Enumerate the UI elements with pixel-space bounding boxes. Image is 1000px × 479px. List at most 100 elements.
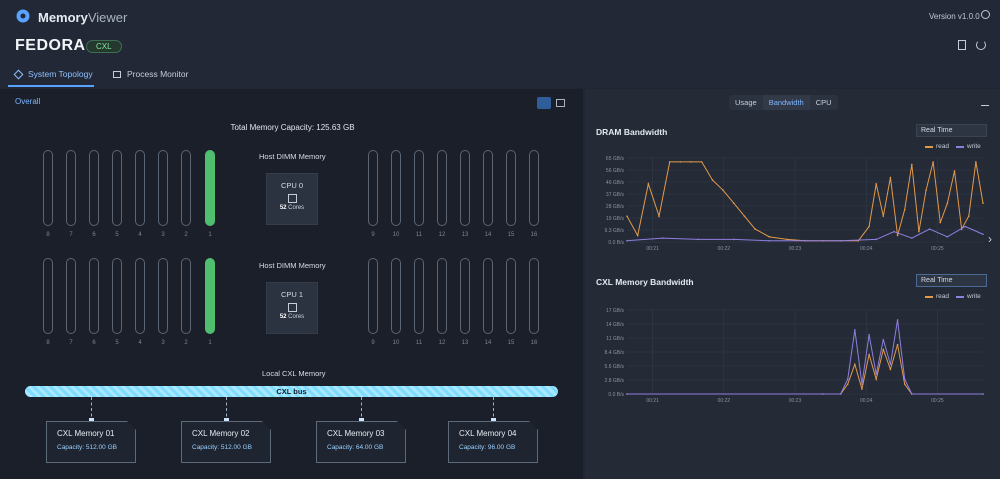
data-point-read bbox=[768, 236, 771, 238]
tab-process-monitor[interactable]: Process Monitor bbox=[113, 69, 188, 79]
cxl-time-select-value: Real Time bbox=[921, 277, 953, 284]
dimm-slot-7[interactable] bbox=[66, 258, 76, 334]
dimm-slot-11[interactable] bbox=[414, 258, 424, 334]
cxl-device-capacity: Capacity: 64.00 GB bbox=[327, 444, 384, 451]
y-tick-label: 5.6 GB/s bbox=[605, 364, 625, 370]
dimm-slot-9[interactable] bbox=[368, 258, 378, 334]
x-tick-label: 00:23 bbox=[789, 246, 802, 252]
data-point-write bbox=[882, 338, 885, 341]
refresh-icon[interactable] bbox=[976, 40, 986, 50]
cxl-device-name: CXL Memory 03 bbox=[327, 429, 385, 438]
segment-cpu[interactable]: CPU bbox=[815, 98, 832, 107]
card-corner bbox=[529, 421, 538, 430]
cxl-device-name: CXL Memory 04 bbox=[459, 429, 517, 438]
dimm-slot-12[interactable] bbox=[437, 150, 447, 226]
segment-bandwidth[interactable]: Bandwidth bbox=[762, 95, 810, 110]
host-name: FEDORA bbox=[15, 37, 86, 54]
dimm-slot-14[interactable] bbox=[483, 258, 493, 334]
document-icon[interactable] bbox=[958, 40, 966, 50]
data-point-read bbox=[854, 363, 856, 366]
dimm-slot-1[interactable] bbox=[205, 150, 215, 226]
legend-swatch-read bbox=[925, 145, 933, 148]
active-tab-indicator bbox=[8, 85, 94, 87]
download-icon[interactable] bbox=[981, 98, 989, 106]
dimm-slot-number: 10 bbox=[392, 340, 400, 346]
dimm-slot-number: 14 bbox=[484, 340, 492, 346]
dimm-slot-13[interactable] bbox=[460, 258, 470, 334]
data-point-write bbox=[733, 238, 735, 241]
table-view-icon[interactable] bbox=[556, 99, 565, 107]
dimm-slot-5[interactable] bbox=[112, 258, 122, 334]
dimm-slot-10[interactable] bbox=[391, 150, 401, 226]
data-point-write bbox=[868, 333, 870, 336]
data-point-write bbox=[946, 236, 949, 238]
dimm-slot-14[interactable] bbox=[483, 150, 493, 226]
dimm-slot-16[interactable] bbox=[529, 258, 539, 334]
cxl-chart-title: CXL Memory Bandwidth bbox=[596, 277, 694, 287]
cxl-port-dot bbox=[359, 418, 364, 423]
dimm-slot-number: 2 bbox=[184, 232, 188, 238]
dimm-slot-1[interactable] bbox=[205, 258, 215, 334]
cxl-memory-card-2[interactable]: CXL Memory 02 Capacity: 512.00 GB bbox=[181, 421, 271, 463]
data-point-write bbox=[861, 383, 863, 385]
cpu-cores-count: 52 bbox=[279, 314, 287, 320]
dimm-slot-10[interactable] bbox=[391, 258, 401, 334]
dimm-slot-5[interactable] bbox=[112, 150, 122, 226]
dimm-slot-4[interactable] bbox=[135, 258, 145, 334]
dimm-slot-13[interactable] bbox=[460, 150, 470, 226]
dimm-slot-2[interactable] bbox=[181, 150, 191, 226]
tab-system-topology[interactable]: System Topology bbox=[13, 69, 93, 79]
x-tick-label: 00:21 bbox=[646, 246, 659, 252]
data-point-read bbox=[911, 163, 913, 166]
data-point-read bbox=[982, 202, 984, 205]
dimm-slot-9[interactable] bbox=[368, 150, 378, 226]
dimm-slot-16[interactable] bbox=[529, 150, 539, 226]
overall-label: Overall bbox=[15, 97, 41, 106]
dimm-slot-11[interactable] bbox=[414, 150, 424, 226]
data-point-read bbox=[932, 161, 934, 163]
dimm-slot-8[interactable] bbox=[43, 150, 53, 226]
data-point-read bbox=[889, 176, 892, 179]
cpu-cores-count: 52 bbox=[279, 205, 287, 211]
chevron-right-icon[interactable]: › bbox=[988, 232, 992, 246]
dimm-slot-6[interactable] bbox=[89, 258, 99, 334]
x-tick-label: 00:25 bbox=[931, 246, 944, 252]
dimm-slot-15[interactable] bbox=[506, 150, 516, 226]
dimm-slot-3[interactable] bbox=[158, 258, 168, 334]
dram-time-select[interactable]: Real Time bbox=[916, 124, 987, 137]
dimm-slot-number: 6 bbox=[92, 232, 96, 238]
dimm-slot-12[interactable] bbox=[437, 258, 447, 334]
dimm-slot-6[interactable] bbox=[89, 150, 99, 226]
data-point-read bbox=[896, 234, 899, 237]
cxl-device-name: CXL Memory 02 bbox=[192, 429, 250, 438]
info-icon[interactable] bbox=[981, 10, 990, 19]
tab-label: Process Monitor bbox=[127, 69, 189, 79]
dimm-slot-number: 7 bbox=[69, 340, 73, 346]
data-point-write bbox=[893, 230, 895, 233]
cpu-1[interactable]: CPU 1 52 Cores bbox=[266, 282, 318, 334]
dimm-slot-2[interactable] bbox=[181, 258, 191, 334]
cxl-memory-card-1[interactable]: CXL Memory 01 Capacity: 512.00 GB bbox=[46, 421, 136, 463]
y-tick-label: 19 GB/s bbox=[606, 216, 625, 222]
dimm-slot-8[interactable] bbox=[43, 258, 53, 334]
data-point-read bbox=[743, 215, 746, 217]
cxl-memory-card-3[interactable]: CXL Memory 03 Capacity: 64.00 GB bbox=[316, 421, 406, 463]
cxl-memory-card-4[interactable]: CXL Memory 04 Capacity: 96.00 GB bbox=[448, 421, 538, 463]
dimm-slot-4[interactable] bbox=[135, 150, 145, 226]
dimm-slot-3[interactable] bbox=[158, 150, 168, 226]
series-line-write bbox=[627, 319, 983, 395]
data-point-read bbox=[668, 161, 671, 163]
legend-swatch-write bbox=[956, 145, 965, 148]
y-tick-label: 56 GB/s bbox=[606, 168, 625, 174]
data-point-write bbox=[846, 378, 849, 380]
data-point-read bbox=[679, 161, 682, 163]
dimm-slot-15[interactable] bbox=[506, 258, 516, 334]
graph-view-icon[interactable] bbox=[537, 97, 551, 109]
data-point-write bbox=[839, 239, 842, 242]
cxl-time-select[interactable]: Real Time bbox=[916, 274, 987, 287]
dimm-slot-7[interactable] bbox=[66, 150, 76, 226]
cxl-bus: CXL bus bbox=[25, 386, 558, 397]
cpu-0[interactable]: CPU 0 52 Cores bbox=[266, 173, 318, 225]
segment-usage[interactable]: Usage bbox=[735, 98, 757, 107]
data-point-write bbox=[928, 228, 931, 230]
